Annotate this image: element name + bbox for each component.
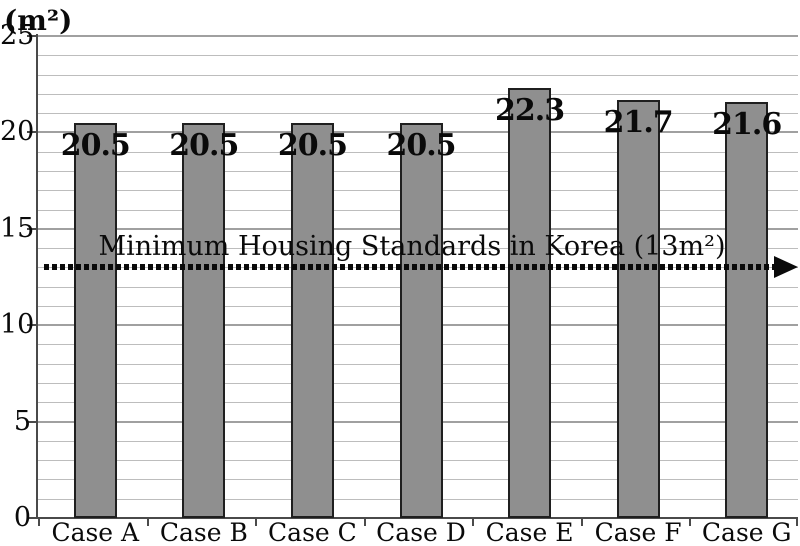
x-axis-tick xyxy=(146,519,149,526)
x-category-label: Case D xyxy=(376,518,466,546)
y-tick-label: 10 xyxy=(0,309,35,341)
y-axis-unit-label: (m²) xyxy=(4,4,73,37)
y-axis-line xyxy=(36,34,38,519)
bar-case-b xyxy=(182,122,226,518)
y-tick-label: 0 xyxy=(13,502,31,533)
minor-gridline xyxy=(38,113,798,115)
reference-line-label: Minimum Housing Standards in Korea (13m²… xyxy=(98,231,726,263)
y-tick-label: 15 xyxy=(0,212,35,244)
bar-value-label: 21.7 xyxy=(603,104,674,140)
bar-value-label: 20.5 xyxy=(60,127,131,163)
bar-case-f xyxy=(616,99,660,518)
right-arrow-icon xyxy=(774,256,798,279)
bar-value-label: 22.3 xyxy=(495,93,565,129)
minor-gridline xyxy=(38,55,798,57)
bar-case-a xyxy=(73,122,117,518)
x-axis-tick xyxy=(796,519,798,526)
y-tick-label: 25 xyxy=(0,20,35,51)
bar-case-e xyxy=(508,88,552,518)
x-category-label: Case A xyxy=(51,518,140,546)
y-axis-tick xyxy=(27,35,37,37)
y-tick-label: 20 xyxy=(0,116,35,148)
y-tick-label: 5 xyxy=(13,405,31,437)
x-axis-tick xyxy=(255,519,258,526)
bar-case-g xyxy=(725,101,769,518)
bar-value-label: 21.6 xyxy=(712,106,782,142)
minor-gridline xyxy=(38,93,798,95)
plot-area: Minimum Housing Standards in Korea (13m²… xyxy=(38,35,798,518)
x-axis-tick xyxy=(689,519,692,526)
y-axis-tick xyxy=(27,517,37,519)
x-axis-line xyxy=(36,517,798,519)
bar-case-d xyxy=(399,122,443,518)
y-axis-tick xyxy=(27,324,37,327)
x-category-label: Case G xyxy=(701,518,792,546)
bar-value-label: 20.5 xyxy=(386,127,456,163)
y-axis-tick xyxy=(27,131,37,134)
bar-value-label: 20.5 xyxy=(169,127,239,163)
x-category-label: Case E xyxy=(485,518,574,546)
x-category-label: Case C xyxy=(268,518,357,546)
y-axis-tick xyxy=(27,227,37,230)
x-category-label: Case F xyxy=(594,518,682,546)
x-category-label: Case B xyxy=(159,518,248,546)
x-axis-tick xyxy=(38,519,40,526)
x-axis-tick xyxy=(580,519,583,526)
bar-value-label: 20.5 xyxy=(277,127,348,163)
minor-gridline xyxy=(38,74,798,76)
minimum-standard-reference-line xyxy=(44,264,776,271)
y-axis-tick xyxy=(27,420,37,423)
major-gridline xyxy=(38,35,798,37)
bar-case-c xyxy=(290,122,334,518)
x-axis-tick xyxy=(472,519,475,526)
x-axis-tick xyxy=(363,519,366,526)
